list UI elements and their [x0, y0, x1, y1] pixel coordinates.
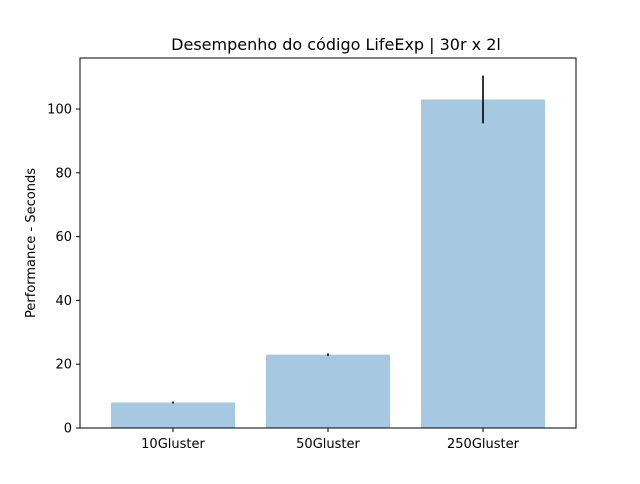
y-axis-label: Performance - Seconds	[24, 168, 39, 318]
x-tick-label: 50Gluster	[296, 437, 360, 452]
bar-10Gluster	[111, 402, 235, 428]
axes-frame	[79, 57, 577, 429]
y-tick-label: 0	[64, 422, 72, 437]
chart-title: Desempenho do código LifeExp | 30r x 2l	[171, 35, 501, 54]
x-tick-label: 250Gluster	[447, 437, 520, 452]
y-tick-label: 80	[55, 166, 72, 181]
bar-50Gluster	[266, 354, 390, 428]
x-tick-label: 10Gluster	[141, 437, 205, 452]
y-tick-label: 60	[55, 230, 72, 245]
y-tick-label: 100	[47, 103, 72, 118]
y-tick-label: 40	[55, 294, 72, 309]
bar-250Gluster	[421, 99, 545, 428]
plot-area: 10Gluster 50Gluster 250Gluster 0 20 40 60 80 100	[47, 75, 545, 452]
y-tick-label: 20	[55, 358, 72, 373]
